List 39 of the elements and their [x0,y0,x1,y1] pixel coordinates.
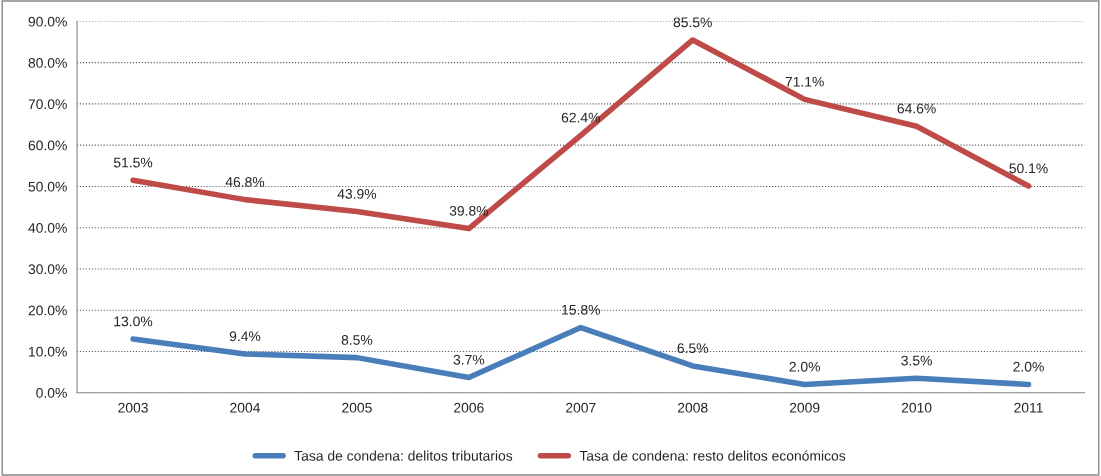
x-tick-label: 2008 [677,402,708,413]
y-tick-label: 70.0% [28,99,67,110]
x-tick-label: 2010 [901,402,932,413]
data-label: 50.1% [1009,163,1048,174]
data-label: 43.9% [337,188,377,199]
data-label: 46.8% [225,177,265,187]
data-label: 62.4% [561,112,600,123]
data-label: 6.5% [677,343,709,354]
legend-label: Tasa de condena: delitos tributarios [294,450,513,461]
data-label: 3.7% [453,354,485,365]
y-tick-label: 40.0% [28,223,67,233]
data-label: 51.5% [113,157,153,168]
y-tick-label: 20.0% [28,305,67,316]
data-label: 85.5% [673,17,712,28]
x-tick-label: 2003 [118,402,148,413]
data-label: 2.0% [1013,361,1044,372]
data-label: 64.6% [897,103,936,114]
y-tick-label: 10.0% [29,346,67,357]
x-tick-label: 2007 [566,402,596,413]
data-label: 13.0% [114,316,153,327]
x-tick-label: 2011 [1014,402,1043,413]
x-tick-label: 2006 [454,402,484,413]
data-label: 71.1% [785,76,824,87]
data-label: 39.8% [449,205,489,216]
y-tick-label: 50.0% [28,181,67,192]
y-tick-label: 80.0% [28,58,67,68]
legend-label: Tasa de condena: resto delitos económicos [579,450,846,461]
x-tick-label: 2009 [789,402,820,413]
data-label: 15.8% [562,304,600,315]
y-tick-label: 0.0% [36,388,67,398]
data-label: 8.5% [341,335,373,345]
data-label: 3.5% [901,355,932,366]
x-tick-label: 2004 [230,402,261,413]
y-tick-label: 60.0% [28,140,67,151]
x-tick-label: 2005 [342,402,372,413]
data-label: 2.0% [789,361,820,372]
data-label: 9.4% [229,331,261,342]
y-tick-label: 30.0% [28,264,67,275]
y-tick-label: 90.0% [28,16,67,27]
